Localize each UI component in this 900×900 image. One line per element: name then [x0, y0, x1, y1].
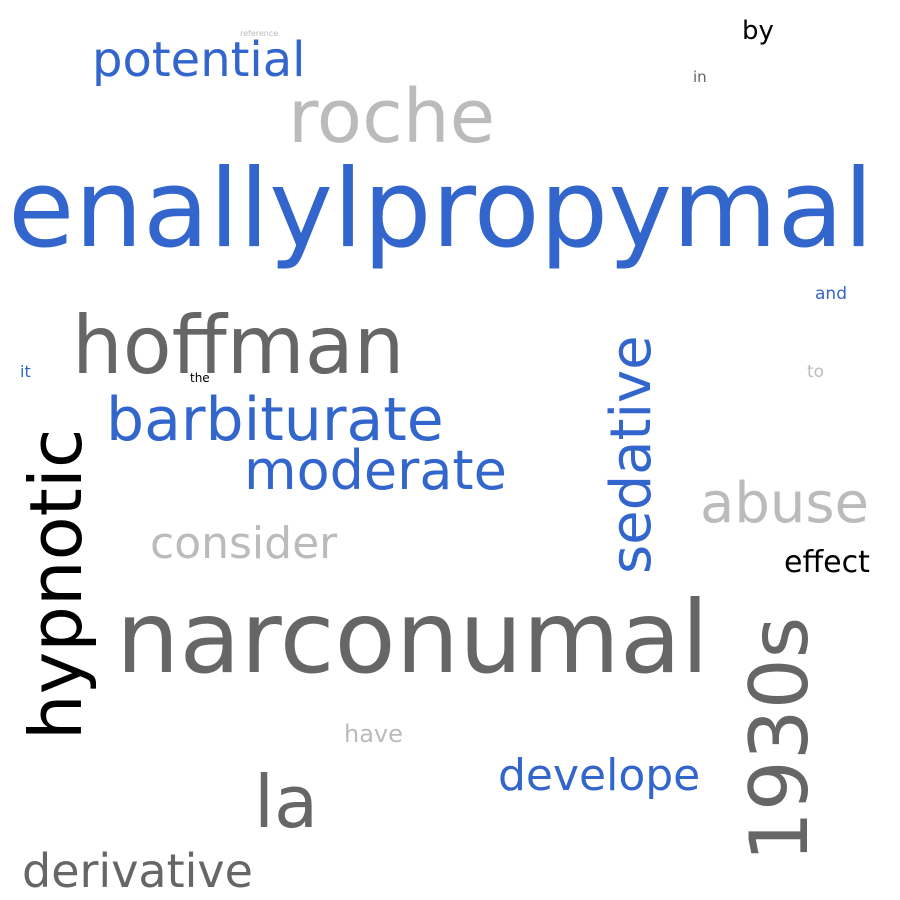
word-narconumal: narconumal [116, 579, 709, 696]
word-it: it [20, 362, 31, 381]
word-hypnotic: hypnotic [14, 428, 98, 740]
word-1930s: 1930s [733, 616, 826, 862]
word-to: to [807, 362, 825, 382]
word-sedative: sedative [599, 335, 664, 574]
word-enallylpropymal: enallylpropymal [8, 147, 874, 272]
word-abuse: abuse [700, 471, 869, 536]
word-la: la [254, 760, 319, 844]
word-potential: potential [92, 32, 306, 88]
word-roche: roche [288, 74, 496, 160]
word-hoffman: hoffman [72, 299, 405, 392]
word-effect: effect [784, 545, 870, 580]
word-by: by [742, 16, 774, 46]
word-and: and [815, 284, 847, 304]
word-have: have [344, 720, 403, 748]
word-develope: develope [498, 750, 701, 801]
word-consider: consider [150, 518, 338, 569]
word-derivative: derivative [22, 844, 253, 898]
word-moderate: moderate [244, 439, 507, 502]
word-barbiturate: barbiturate [106, 385, 444, 455]
word-reference: reference [240, 29, 279, 38]
word-in: in [693, 68, 707, 86]
word-the: the [190, 371, 210, 385]
